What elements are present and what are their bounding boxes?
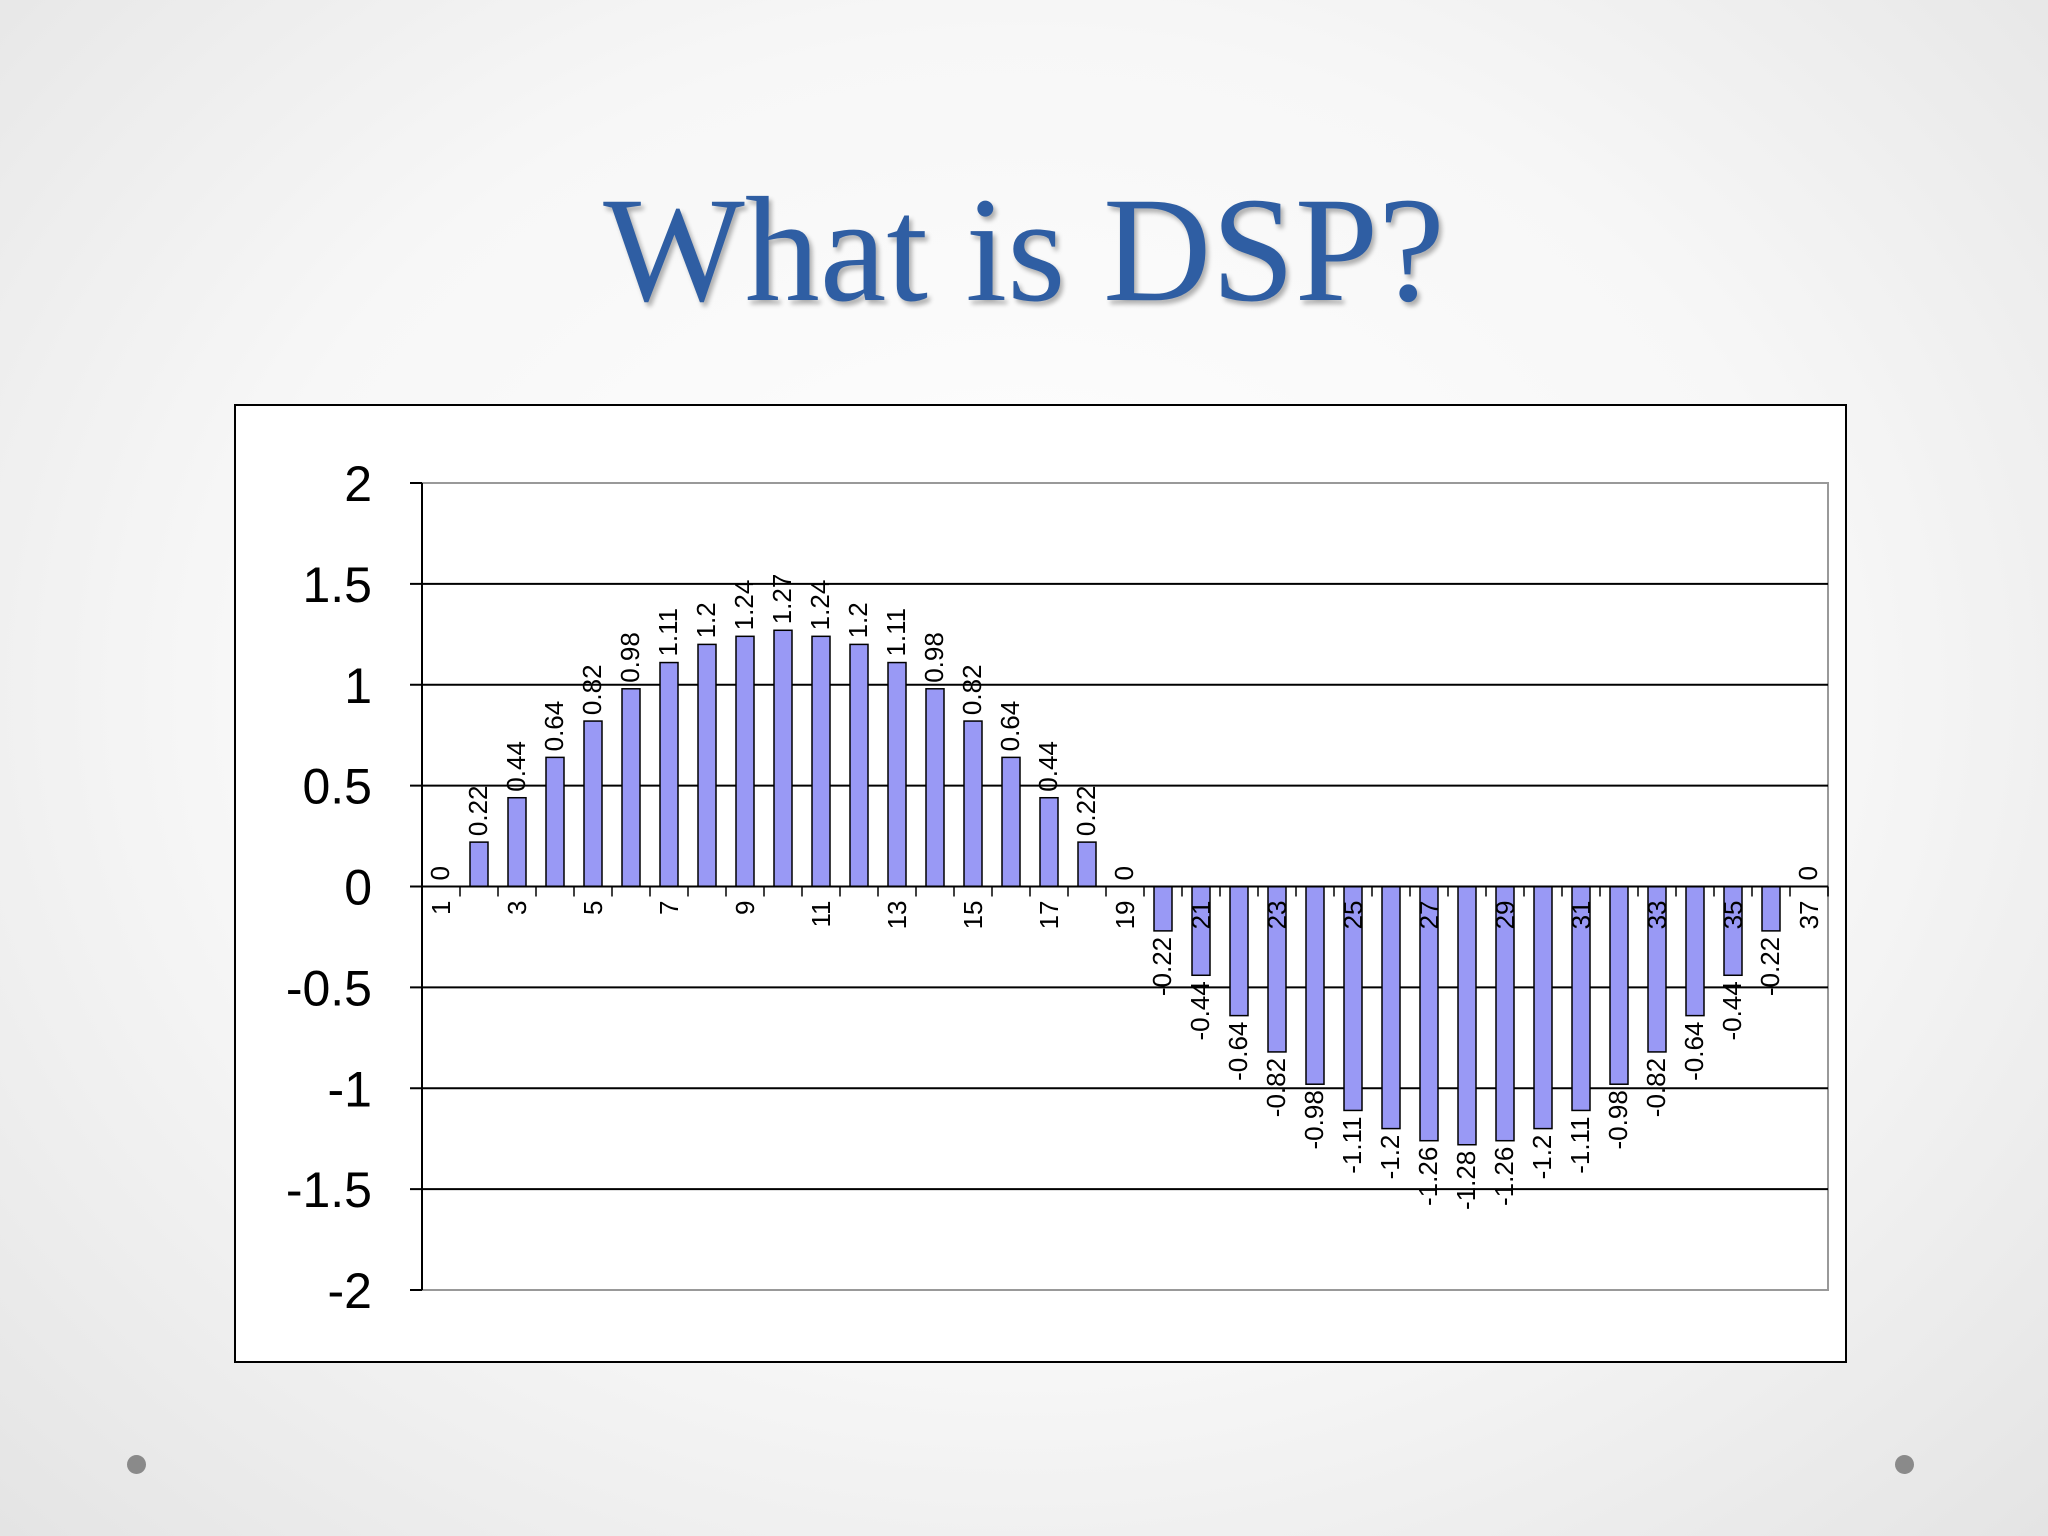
bar	[507, 796, 527, 888]
data-label: 1.11	[653, 608, 683, 657]
data-label: -0.64	[1679, 1022, 1709, 1081]
data-label: 0.64	[995, 701, 1025, 752]
x-tick-label: 13	[882, 901, 912, 930]
data-label: 0	[1109, 866, 1139, 880]
data-label: 0.44	[501, 741, 531, 792]
y-tick-label: 2	[344, 456, 372, 512]
y-tick-label: -0.5	[286, 960, 372, 1016]
y-tick-label: -1.5	[286, 1162, 372, 1218]
data-label: 0.82	[957, 664, 987, 715]
bar	[773, 629, 793, 888]
bar	[1305, 885, 1325, 1085]
slide-bullet-right	[1895, 1455, 1914, 1474]
data-label: -0.44	[1185, 981, 1215, 1040]
x-tick-label: 21	[1186, 901, 1216, 930]
data-label: 1.27	[767, 574, 797, 625]
data-label: 1.11	[881, 608, 911, 657]
x-tick-label: 19	[1110, 901, 1140, 930]
x-tick-label: 23	[1262, 901, 1292, 930]
y-tick-label: -1	[328, 1061, 372, 1117]
data-label: -0.98	[1299, 1090, 1329, 1149]
x-tick-label: 1	[426, 901, 456, 915]
data-label: 0.98	[615, 632, 645, 683]
x-tick-label: 17	[1034, 901, 1064, 930]
x-tick-label: 37	[1794, 901, 1824, 930]
bar	[1723, 885, 1743, 977]
bar	[887, 661, 907, 888]
slide-bullet-left	[127, 1455, 146, 1474]
data-label: 1.24	[805, 580, 835, 631]
data-label: 1.24	[729, 580, 759, 631]
data-label: 1.2	[843, 602, 873, 638]
bar	[849, 643, 869, 888]
bar	[1457, 885, 1477, 1146]
data-label: 0.64	[539, 701, 569, 752]
bar	[583, 720, 603, 888]
data-label: -0.22	[1755, 937, 1785, 996]
slide-title: What is DSP?	[603, 167, 1445, 333]
bar	[1609, 885, 1629, 1085]
data-label: -1.11	[1565, 1116, 1595, 1173]
x-tick-label: 9	[730, 901, 760, 915]
data-label: 0.98	[919, 632, 949, 683]
y-tick-label: 0	[344, 860, 372, 916]
data-label: 0	[425, 866, 455, 880]
data-label: -1.28	[1451, 1151, 1481, 1210]
data-label: 0.82	[577, 664, 607, 715]
bar	[1685, 885, 1705, 1017]
bar	[1533, 885, 1553, 1130]
x-tick-label: 7	[654, 901, 684, 915]
data-label: 0.22	[463, 786, 493, 837]
x-tick-label: 27	[1414, 901, 1444, 930]
x-tick-label: 35	[1718, 901, 1748, 930]
x-tick-label: 11	[806, 901, 836, 928]
data-label: -0.98	[1603, 1090, 1633, 1149]
bar	[735, 635, 755, 888]
x-tick-label: 33	[1642, 901, 1672, 930]
bar	[811, 635, 831, 888]
data-label: -0.82	[1261, 1058, 1291, 1117]
bar	[1381, 885, 1401, 1130]
bar	[1191, 885, 1211, 977]
bar	[1761, 885, 1781, 932]
bar	[1077, 841, 1097, 888]
bar	[1153, 885, 1173, 932]
data-label: -1.11	[1337, 1116, 1367, 1173]
chart-frame: 2 1.5 1 0.5 0 -0.5 -1 -1.5 -2 0 0.22 0.44 0.64 0.82 0.…	[234, 404, 1847, 1363]
data-label: 0	[1793, 866, 1823, 880]
bar	[621, 688, 641, 888]
data-label: -1.2	[1375, 1135, 1405, 1180]
bar	[697, 643, 717, 888]
data-label: -0.82	[1641, 1058, 1671, 1117]
data-label: 1.2	[691, 602, 721, 638]
x-tick-label: 5	[578, 901, 608, 915]
x-tick-label: 3	[502, 901, 532, 915]
bar	[963, 720, 983, 888]
bar	[1001, 756, 1021, 888]
y-tick-label: 1.5	[302, 557, 372, 613]
data-label: 0.22	[1071, 786, 1101, 837]
bar	[469, 841, 489, 888]
y-tick-label: 0.5	[302, 759, 372, 815]
bar	[659, 661, 679, 888]
data-label: 0.44	[1033, 741, 1063, 792]
bar	[545, 756, 565, 888]
data-label: -0.64	[1223, 1022, 1253, 1081]
bar	[925, 688, 945, 888]
x-tick-label: 31	[1566, 901, 1596, 930]
x-tick-label: 15	[958, 901, 988, 930]
data-label: -0.44	[1717, 981, 1747, 1040]
bar	[1229, 885, 1249, 1017]
x-tick-label: 25	[1338, 901, 1368, 930]
data-label: -1.26	[1489, 1147, 1519, 1206]
x-tick-label: 29	[1490, 901, 1520, 930]
bar-chart: 2 1.5 1 0.5 0 -0.5 -1 -1.5 -2 0 0.22 0.44 0.64 0.82 0.…	[286, 456, 1829, 1319]
data-label: -1.26	[1413, 1147, 1443, 1206]
y-tick-label: 1	[344, 658, 372, 714]
bar	[1039, 796, 1059, 888]
data-label: -1.2	[1527, 1135, 1557, 1180]
data-label: -0.22	[1147, 937, 1177, 996]
y-tick-label: -2	[328, 1263, 372, 1319]
